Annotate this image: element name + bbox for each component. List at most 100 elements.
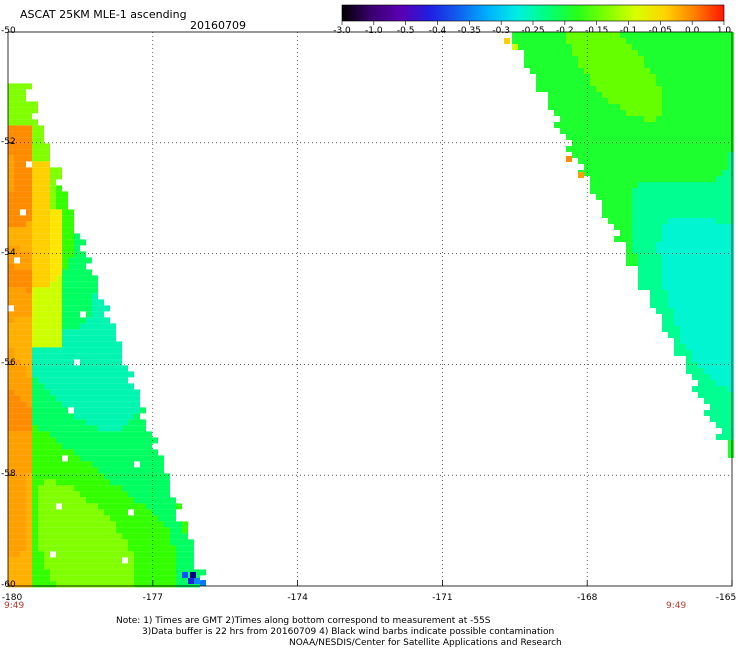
wind-cell (26, 515, 32, 522)
wind-cell (68, 527, 74, 534)
wind-cell (620, 182, 626, 188)
wind-cell (638, 158, 644, 164)
wind-cell (710, 290, 716, 296)
wind-cell (656, 188, 662, 194)
wind-cell (584, 80, 590, 86)
wind-cell (56, 563, 62, 570)
wind-cell (26, 329, 32, 336)
wind-cell (704, 74, 710, 80)
wind-cell (716, 362, 722, 368)
wind-cell (608, 62, 614, 68)
wind-cell (638, 236, 644, 242)
wind-cell (74, 479, 80, 486)
wind-cell (44, 383, 50, 390)
wind-cell (602, 98, 608, 104)
wind-cell (68, 443, 74, 450)
wind-cell (44, 581, 50, 588)
wind-cell (110, 461, 116, 468)
wind-cell (650, 284, 656, 290)
wind-cell (98, 359, 104, 366)
wind-cell (38, 335, 44, 342)
wind-cell (20, 107, 26, 114)
wind-cell (140, 581, 146, 588)
wind-cell (518, 38, 524, 44)
wind-cell (680, 254, 686, 260)
wind-cell (98, 515, 104, 522)
wind-cell (14, 479, 20, 486)
wind-cell (170, 569, 176, 576)
wind-cell (668, 50, 674, 56)
wind-cell (50, 263, 56, 270)
wind-cell (668, 92, 674, 98)
wind-cell (710, 56, 716, 62)
wind-cell (86, 461, 92, 468)
wind-cell (656, 74, 662, 80)
wind-cell (44, 173, 50, 180)
wind-cell (86, 317, 92, 324)
product-date: 20160709 (190, 19, 246, 32)
wind-cell (26, 431, 32, 438)
wind-cell (176, 569, 182, 576)
wind-cell (620, 164, 626, 170)
wind-cell (542, 62, 548, 68)
wind-cell (572, 44, 578, 50)
wind-cell (20, 125, 26, 132)
wind-cell (98, 299, 104, 306)
wind-cell (674, 344, 680, 350)
wind-cell (626, 248, 632, 254)
wind-cell (128, 551, 134, 558)
wind-cell (608, 140, 614, 146)
wind-cell (662, 44, 668, 50)
wind-cell (26, 323, 32, 330)
wind-cell (644, 260, 650, 266)
wind-cell (98, 557, 104, 564)
wind-cell (74, 347, 80, 354)
wind-cell (728, 110, 734, 116)
wind-cell (632, 104, 638, 110)
wind-cell (20, 491, 26, 498)
wind-cell (680, 86, 686, 92)
wind-cell (158, 515, 164, 522)
wind-cell (8, 557, 14, 564)
wind-cell (44, 479, 50, 486)
wind-cell (656, 80, 662, 86)
wind-cell (674, 200, 680, 206)
wind-cell (728, 80, 734, 86)
wind-cell (668, 224, 674, 230)
wind-cell (650, 254, 656, 260)
wind-cell (50, 491, 56, 498)
wind-cell (686, 86, 692, 92)
wind-cell (26, 527, 32, 534)
wind-cell (38, 419, 44, 426)
wind-cell (728, 32, 734, 38)
wind-cell (716, 188, 722, 194)
wind-cell (704, 242, 710, 248)
wind-cell (584, 128, 590, 134)
wind-cell (656, 260, 662, 266)
wind-cell (644, 128, 650, 134)
wind-cell (32, 419, 38, 426)
wind-cell (170, 509, 176, 516)
wind-cell (608, 50, 614, 56)
wind-cell (686, 290, 692, 296)
wind-cell (704, 266, 710, 272)
wind-cell (14, 521, 20, 528)
wind-cell (710, 212, 716, 218)
wind-cell (632, 260, 638, 266)
wind-cell (716, 194, 722, 200)
wind-cell (32, 227, 38, 234)
wind-cell (38, 569, 44, 576)
wind-cell (26, 545, 32, 552)
wind-cell (680, 32, 686, 38)
wind-cell (680, 158, 686, 164)
wind-cell (74, 257, 80, 264)
wind-cell (38, 533, 44, 540)
wind-cell (104, 437, 110, 444)
wind-cell (554, 32, 560, 38)
wind-cell (650, 278, 656, 284)
wind-cell (728, 200, 734, 206)
wind-cell (8, 347, 14, 354)
wind-cell (638, 254, 644, 260)
wind-cell (50, 287, 56, 294)
wind-cell (98, 467, 104, 474)
